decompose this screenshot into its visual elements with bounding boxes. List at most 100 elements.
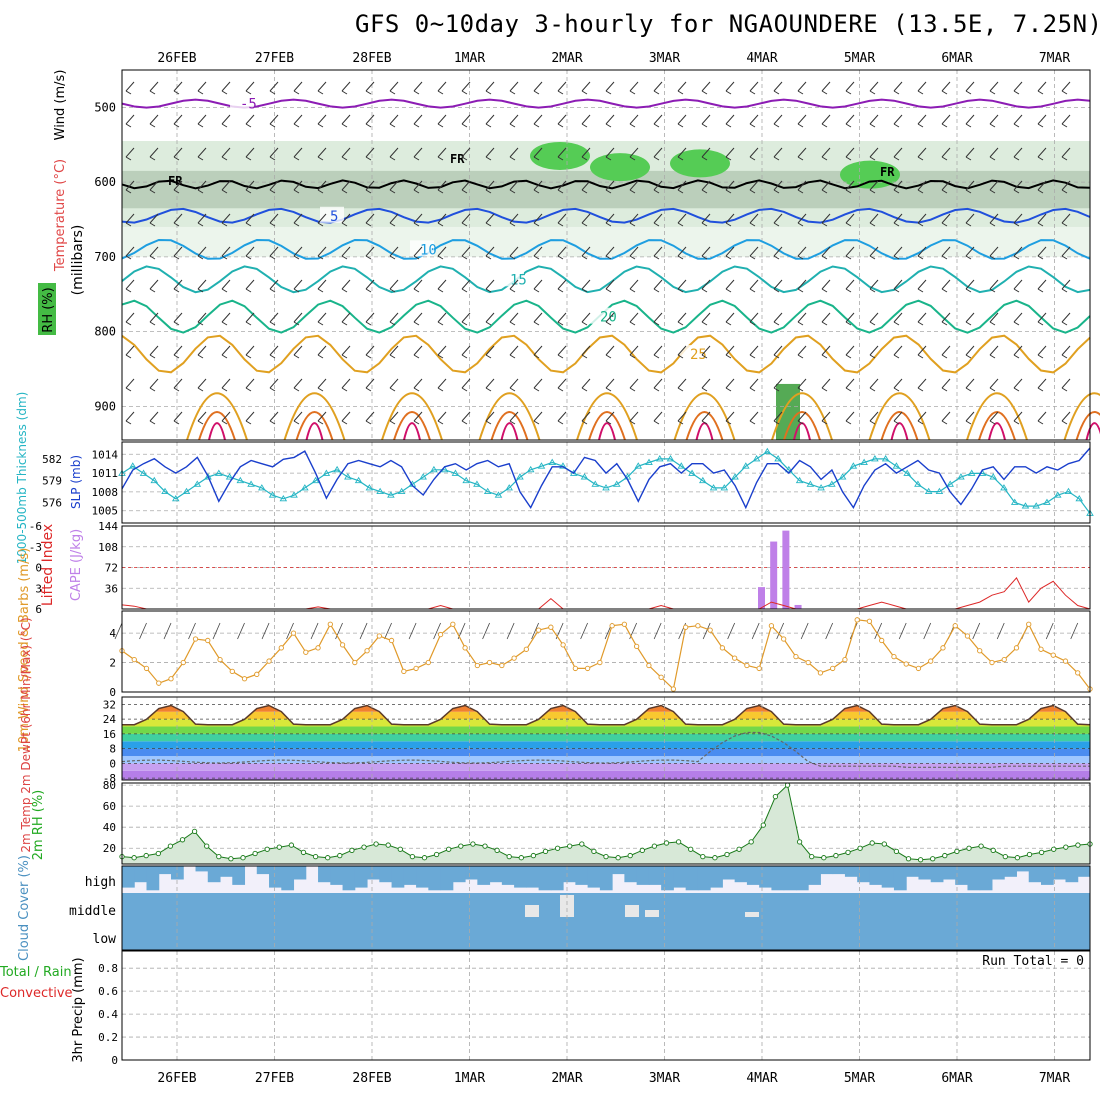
wind-barb [702,115,710,124]
wind-barb [966,388,971,391]
cloud-high-bar [588,866,601,888]
wind-barb [1014,289,1019,292]
wind-barb [462,346,470,355]
wind-barb [846,346,854,355]
wind-barb [726,379,734,388]
wind-barb [846,280,854,289]
wind-barb [246,280,254,289]
wind-speed-point [1027,622,1031,626]
wind-barb [462,379,470,388]
cloud-high-bar [820,866,833,874]
warm-contour [187,393,247,440]
wind-speed-point [843,657,847,661]
wind-barb [534,313,542,322]
wind-barb [462,289,467,292]
wind-barb [1014,124,1019,127]
wind-barb [894,346,902,355]
wind-barb [1014,379,1022,388]
wind-barb [126,124,131,127]
hot-contour [209,423,225,440]
wind-barb [582,379,590,388]
wind-barb [822,115,830,124]
wind-barb [558,91,563,94]
wind-barb [822,82,830,91]
wind-barb [294,115,302,124]
li-ylabel: Lifted Index [40,524,56,606]
cloud-high-bar [490,866,503,882]
wind-barb [222,421,227,424]
temp-band [122,727,1090,734]
wind-barb [846,289,851,292]
wind-barb [822,280,830,289]
wind-barb [150,379,158,388]
cloud-high-bar [453,866,466,882]
cloud-high-bar [257,866,270,874]
wind-speed-point [818,671,822,675]
surface-wind-barb [140,623,147,639]
wind-barb [534,280,542,289]
wind-barb [702,313,710,322]
wind-barb [582,313,590,322]
wind-barb [966,313,974,322]
wind-barb [654,379,662,388]
wind-barb [582,412,590,421]
wind-barb [894,115,902,124]
wind-barb [702,322,707,325]
wind-barb [342,388,347,391]
wind-barb [1062,313,1070,322]
wind-barb [798,91,803,94]
wind-barb [630,280,638,289]
wind-barb [582,322,587,325]
wind-barb [918,91,923,94]
wind-barb [318,379,326,388]
wind-barb [558,289,563,292]
wind-barb [750,313,758,322]
wind-barb [582,115,590,124]
wind-speed-point [794,654,798,658]
wind-barb [798,346,806,355]
wind-barb [222,289,227,292]
wind-barb [414,124,419,127]
rh-point [797,840,801,844]
wind-barb [342,379,350,388]
wind-barb [318,346,326,355]
wind-barb [750,280,758,289]
wind-barb [150,322,155,325]
wind-barb [318,82,326,91]
wind-barb [702,388,707,391]
precip-tick-label: 0.8 [98,962,118,975]
wind-speed-point [585,666,589,670]
wind-barb [702,280,710,289]
rh-point [156,851,160,855]
wind-speed-point [377,634,381,638]
wind-barb [654,412,662,421]
rh-point [265,847,269,851]
wind-speed-point [1014,646,1018,650]
surface-wind-barb [115,623,122,639]
cloud-gap [645,910,659,917]
page-title: GFS 0~10day 3-hourly for NGAOUNDERE (13.… [355,10,1100,38]
temp-band [122,734,1090,741]
wind-barb [150,355,155,358]
wind-barb [918,388,923,391]
wind-barb [582,82,590,91]
wind-barb [990,124,995,127]
wind-barb [774,124,779,127]
cloud-gap [625,905,639,917]
wind-barb [342,124,347,127]
wind-barb [414,289,419,292]
cloud-high-bar [918,866,931,880]
wind-barb [534,289,539,292]
rh-point [289,843,293,847]
wind-barb [150,280,158,289]
wind-barb [990,355,995,358]
wind-barb [342,82,350,91]
wind-barb [990,421,995,424]
wind-speed-point [549,625,553,629]
wind-barb [246,355,251,358]
cloud-high-bar [1065,866,1078,882]
wind-barb [654,289,659,292]
surface-wind-barb [654,623,661,639]
wind-barb [366,82,374,91]
wind-barb [654,355,659,358]
